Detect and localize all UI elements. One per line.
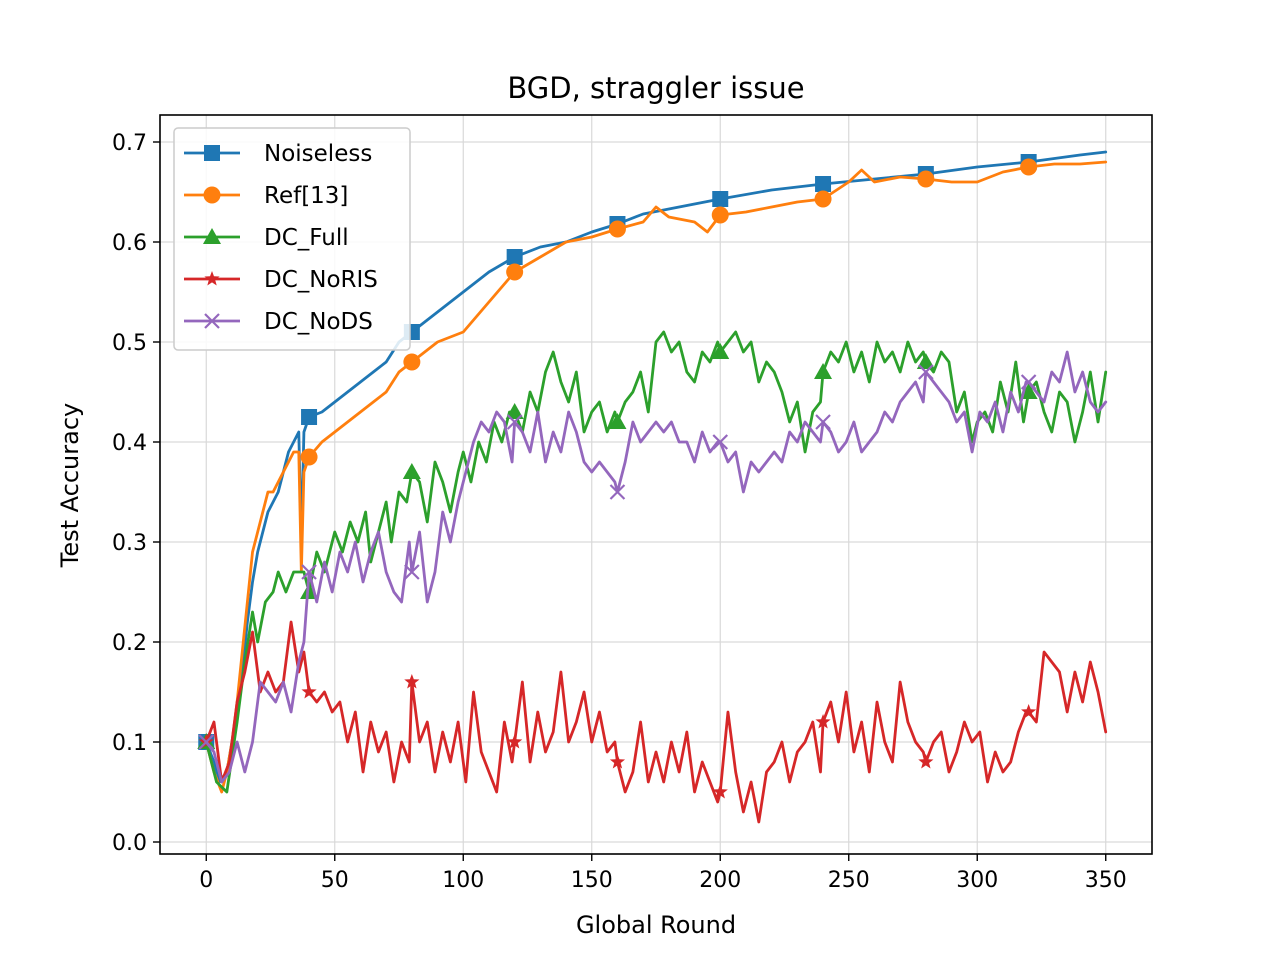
data-point-marker [403,353,421,371]
data-point-marker [1020,374,1037,390]
data-point-marker [918,754,934,769]
data-point-marker [815,414,831,430]
y-tick-label: 0.3 [112,531,147,556]
data-point-marker [1021,704,1037,719]
data-point-marker [404,674,420,689]
legend-box [173,127,411,351]
data-point-marker [815,176,832,192]
y-axis-title: Test Accuracy [56,403,84,568]
data-point-marker [711,343,730,359]
legend-marker [203,228,221,244]
chart-title: BGD, straggler issue [507,71,804,105]
y-tick-label: 0.5 [112,331,147,356]
data-point-marker [402,463,421,479]
y-tick-label: 0.6 [112,231,147,256]
data-point-marker [198,734,215,750]
data-point-marker-stroke [815,414,831,430]
y-tick-label: 0.1 [112,731,147,756]
y-tick-label: 0.2 [112,631,147,656]
legend: Noiseless Ref[13] DC_Full DC_NoRIS DC_NoDS [173,127,411,351]
x-tick-label: 300 [956,868,998,893]
data-point-marker [815,714,831,729]
legend-marker [204,145,220,161]
x-axis-title: Global Round [576,911,736,939]
legend-entry: Ref[13] [184,183,348,209]
data-point-marker [300,448,318,466]
plot-frame [159,114,1153,855]
legend-label: Ref[13] [264,183,348,209]
data-point-marker [301,564,317,580]
data-point-marker [609,484,626,500]
series-line [204,620,1108,824]
x-tick-label: 200 [699,868,741,893]
data-point-marker [301,409,318,425]
legend-label: DC_Full [264,225,349,251]
data-point-marker-stroke [609,484,626,500]
data-point-marker-stroke [918,364,934,380]
x-tick-label: 150 [571,868,613,893]
data-point-marker [814,363,833,379]
data-point-marker [712,191,729,207]
data-point-marker [1020,158,1038,176]
series-line [204,330,1108,794]
data-point-marker [506,249,523,265]
data-point-marker [608,413,627,429]
legend-marker [204,313,220,329]
data-point-marker [507,734,523,749]
y-tick-label: 0.0 [112,831,147,856]
legend-label: DC_NoRIS [264,267,378,293]
legend-entry: Noiseless [184,141,372,167]
data-point-marker [608,220,626,238]
data-point-marker [711,206,729,224]
legend-entry: DC_NoRIS [184,267,378,293]
legend-entry: DC_NoDS [184,309,373,335]
legend-label: Noiseless [264,141,372,167]
data-point-marker [609,754,626,769]
data-point-marker [404,564,420,580]
series-4 [198,350,1108,784]
data-point-marker-stroke [506,414,523,430]
y-tick-label: 0.7 [112,131,147,156]
data-point-marker-stroke [1020,374,1037,390]
series-layer [197,150,1108,824]
data-point-marker [916,353,935,369]
series-line [204,160,1108,794]
series-line [204,350,1108,784]
axis-ticks: 0 50 100 150 200 250 300 350 0.0 0.1 0.2 0.3 0.4 0.5 0… [112,131,1127,893]
x-tick-label: 100 [442,868,484,893]
data-point-marker [917,170,935,188]
x-tick-label: 350 [1085,868,1127,893]
y-tick-label: 0.4 [112,431,147,456]
series-1 [204,158,1108,794]
data-point-marker [712,434,729,450]
data-point-marker-stroke [404,564,420,580]
x-tick-label: 250 [828,868,870,893]
legend-marker [203,186,221,204]
x-tick-label: 50 [321,868,349,893]
data-point-marker [814,190,832,208]
data-point-marker [505,403,524,419]
x-tick-label: 0 [199,868,213,893]
data-point-marker-stroke [712,434,729,450]
legend-entry: DC_Full [184,225,349,251]
legend-marker [204,271,220,286]
data-point-marker-stroke [198,734,215,750]
legend-label: DC_NoDS [264,309,373,335]
data-point-marker [301,684,317,699]
legend-marker-stroke [204,313,220,329]
data-point-marker [712,784,728,799]
data-point-marker-stroke [301,564,317,580]
data-point-marker [506,414,523,430]
data-point-marker [918,364,934,380]
data-point-marker [506,263,524,281]
